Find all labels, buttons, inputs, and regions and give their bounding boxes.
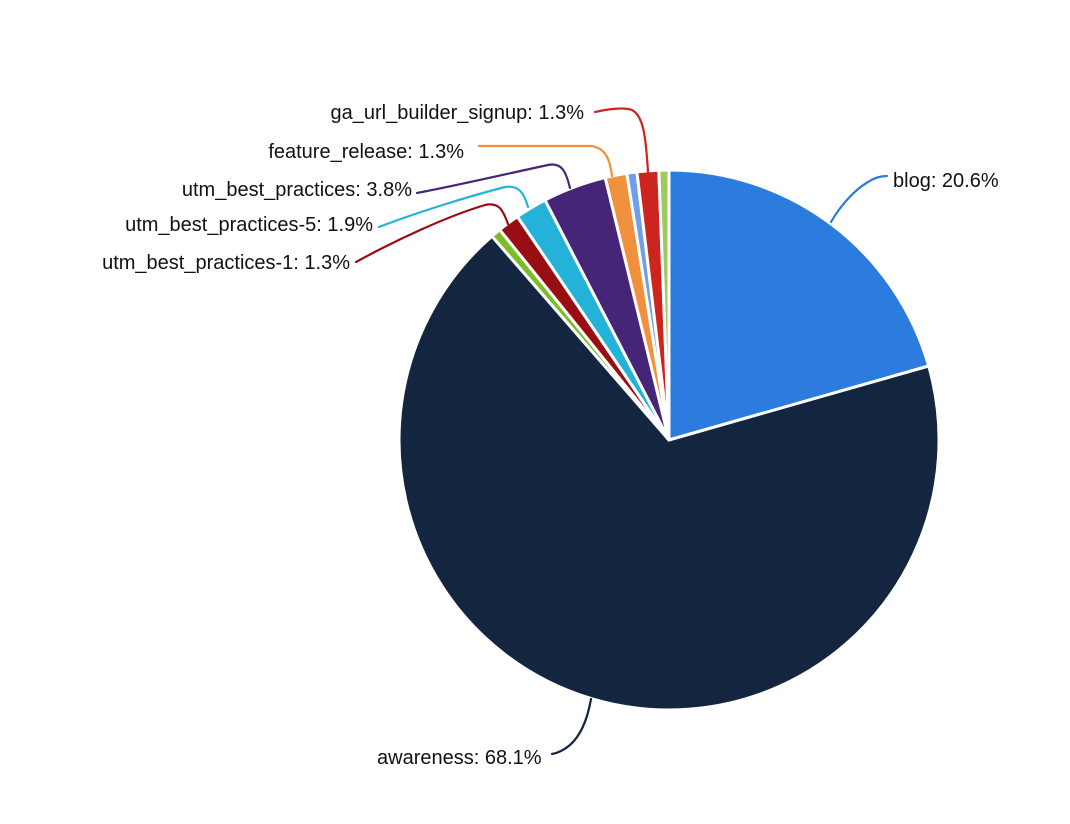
pie-slice-awareness[interactable] (397, 234, 941, 712)
slice-label-utm_best_practices: utm_best_practices: 3.8% (182, 179, 412, 201)
pie-slice-unlabeled-9[interactable] (657, 168, 671, 442)
leader-line-awareness (550, 697, 593, 756)
slice-label-blog: blog: 20.6% (893, 170, 999, 192)
leader-line-ga_url_builder_signup (593, 107, 650, 174)
slice-label-utm_best_practices-1: utm_best_practices-1: 1.3% (102, 252, 350, 274)
leader-line-utm_best_practices-5 (377, 185, 530, 229)
leader-line-utm_best_practices-1 (354, 203, 510, 264)
leader-line-blog (829, 174, 889, 224)
leader-line-utm_best_practices (415, 163, 572, 195)
slice-label-awareness: awareness: 68.1% (377, 747, 542, 769)
slice-label-utm_best_practices-5: utm_best_practices-5: 1.9% (125, 214, 373, 236)
leader-line-feature_release (477, 144, 614, 178)
pie-slice-blog[interactable] (667, 168, 931, 442)
slice-label-ga_url_builder_signup: ga_url_builder_signup: 1.3% (330, 102, 584, 124)
slice-label-feature_release: feature_release: 1.3% (268, 141, 464, 163)
